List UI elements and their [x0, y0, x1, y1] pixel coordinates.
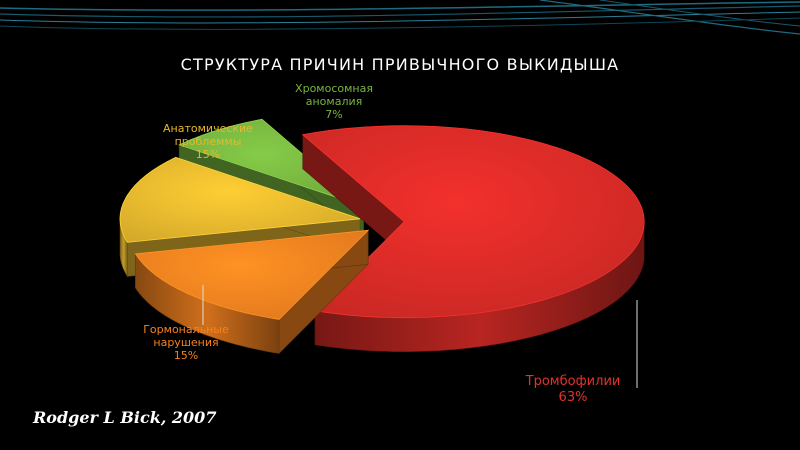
- slice-label-1-line-0: Гормональные: [143, 323, 229, 336]
- slice-value-label-1: 15%: [174, 349, 198, 362]
- pie-slice-0: [301, 125, 645, 352]
- slice-value-label-3: 7%: [325, 108, 342, 121]
- slice-label-2-line-0: Анатомические: [163, 122, 253, 135]
- slice-label-1-line-1: нарушения: [153, 336, 218, 349]
- slide-title: СТРУКТУРА ПРИЧИН ПРИВЫЧНОГО ВЫКИДЫША: [180, 55, 620, 74]
- slice-label-3-line-0: Хромосомная: [295, 82, 373, 95]
- slice-label-0-line-0: Тромбофилии: [525, 374, 621, 389]
- slice-label-3-line-1: аномалия: [306, 95, 363, 108]
- pie-slice-1: [134, 229, 370, 355]
- slice-label-2-line-1: проблеммы: [175, 135, 242, 148]
- slice-value-label-2: 15%: [196, 148, 220, 161]
- decorative-lines: [0, 0, 800, 35]
- slice-value-label-0: 63%: [559, 390, 588, 405]
- citation: Rodger L Bick, 2007: [33, 408, 217, 427]
